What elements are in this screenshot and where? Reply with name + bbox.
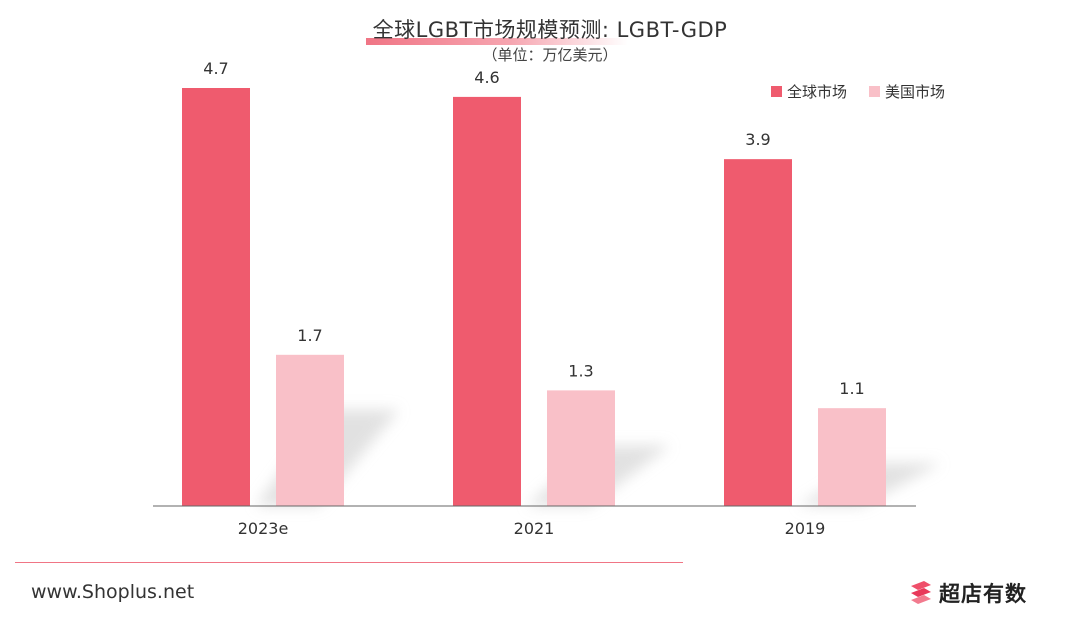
data-label-us-2021: 1.3 [568,361,593,380]
x-tick-label-2019: 2019 [785,519,826,538]
bar-chart: 4.7 1.7 4.6 1.3 3.9 1.1 2023e 2021 2019 [153,59,941,538]
shoplus-logo-icon [911,581,931,604]
legend-label-global: 全球市场 [787,83,848,101]
data-label-us-2023e: 1.7 [297,326,322,345]
bar-us-2021 [547,390,615,506]
x-tick-label-2021: 2021 [514,519,555,538]
footer-url: www.Shoplus.net [31,581,195,603]
chart-title: 全球LGBT市场规模预测: LGBT-GDP [372,18,728,42]
legend-swatch-global [771,86,782,97]
data-label-global-2019: 3.9 [745,130,770,149]
x-tick-label-2023e: 2023e [238,519,289,538]
legend-item-us: 美国市场 [869,81,945,102]
bar-us-2019 [818,408,886,506]
legend-item-global: 全球市场 [771,81,847,102]
title-underline [366,38,628,45]
footer-logo: 超店有数 [908,578,1027,608]
legend-label-us: 美国市场 [885,83,946,101]
data-label-us-2019: 1.1 [839,379,864,398]
bar-global-2019 [724,159,792,507]
chart-subtitle: （单位：万亿美元） [482,46,618,64]
bar-global-2023e [182,88,250,506]
data-label-global-2023e: 4.7 [203,59,228,78]
bar-global-2021 [453,96,521,506]
chart-legend: 全球市场 美国市场 [771,81,967,102]
logo-text: 超店有数 [939,582,1027,606]
data-label-global-2021: 4.6 [474,68,499,87]
footer-divider [15,562,683,563]
legend-swatch-us [869,86,881,97]
bar-us-2023e [276,354,344,506]
